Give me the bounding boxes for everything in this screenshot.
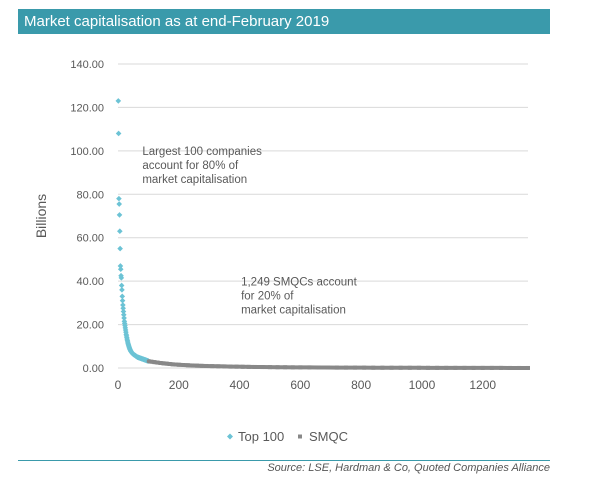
legend: Top 100 SMQC [227, 429, 348, 444]
top100-point [119, 293, 126, 300]
smqc-annotation: 1,249 SMQCs account for 20% of market capi… [241, 276, 358, 316]
top100-point [121, 315, 127, 321]
x-tick-label: 600 [290, 378, 310, 392]
top100-point [115, 130, 122, 137]
top100-annotation: Largest 100 companies account for 80% of m… [142, 146, 262, 186]
y-tick-label: 80.00 [76, 189, 104, 201]
y-tick-label: 40.00 [76, 276, 104, 288]
source-note: Source: LSE, Hardman & Co, Quoted Compan… [267, 462, 550, 474]
data-points [115, 98, 530, 370]
annotation-line: for 20% of [241, 290, 294, 302]
top100-point [115, 98, 122, 104]
top100-point [119, 287, 125, 293]
top100-point [120, 302, 126, 308]
annotations: Largest 100 companies account for 80% of m… [142, 146, 357, 316]
top100-point [117, 266, 124, 272]
top100-point [120, 312, 127, 318]
legend-smqc-label: SMQC [309, 429, 348, 444]
scatter-chart: 0.00 20.00 40.00 60.00 80.00 100.00 120.00 140.… [33, 59, 530, 444]
x-tick-label: 0 [115, 378, 122, 392]
top100-point [120, 308, 127, 315]
annotation-line: 1,249 SMQCs account [241, 276, 358, 288]
top100-point [118, 282, 125, 289]
y-tick-label: 140.00 [70, 59, 104, 71]
x-tick-label: 800 [351, 378, 371, 392]
gridlines [118, 63, 528, 369]
annotation-line: account for 80% of [142, 160, 239, 172]
legend-top100-marker [227, 433, 233, 440]
top100-point [120, 305, 126, 312]
y-tick-label: 60.00 [76, 233, 104, 245]
legend-smqc-marker [298, 434, 302, 439]
top100-point [117, 263, 124, 269]
y-tick-label: 0.00 [83, 363, 104, 375]
source-divider [18, 460, 550, 461]
top100-point [116, 201, 123, 207]
annotation-line: market capitalisation [241, 304, 346, 316]
top100-point [117, 228, 123, 234]
top100-point [118, 275, 125, 281]
annotation-line: market capitalisation [142, 174, 247, 186]
top100-point [117, 245, 123, 252]
y-tick-label: 100.00 [70, 146, 104, 158]
top100-point [116, 195, 122, 202]
axes: 0.00 20.00 40.00 60.00 80.00 100.00 120.00 140.… [33, 59, 496, 392]
y-tick-label: 20.00 [76, 320, 104, 332]
x-tick-label: 200 [169, 378, 189, 392]
smqc-trail [146, 359, 530, 370]
y-axis-label: Billions [33, 194, 49, 238]
y-tick-label: 120.00 [70, 102, 104, 114]
top100-point [119, 297, 126, 304]
x-tick-label: 1200 [469, 378, 496, 392]
annotation-line: Largest 100 companies [142, 146, 262, 158]
chart-title: Market capitalisation as at end-February… [24, 13, 330, 30]
x-tick-label: 1000 [409, 378, 436, 392]
x-tick-label: 400 [230, 378, 250, 392]
legend-top100-label: Top 100 [238, 429, 284, 444]
top100-point [116, 212, 123, 218]
title-bar: Market capitalisation as at end-February… [18, 9, 550, 34]
